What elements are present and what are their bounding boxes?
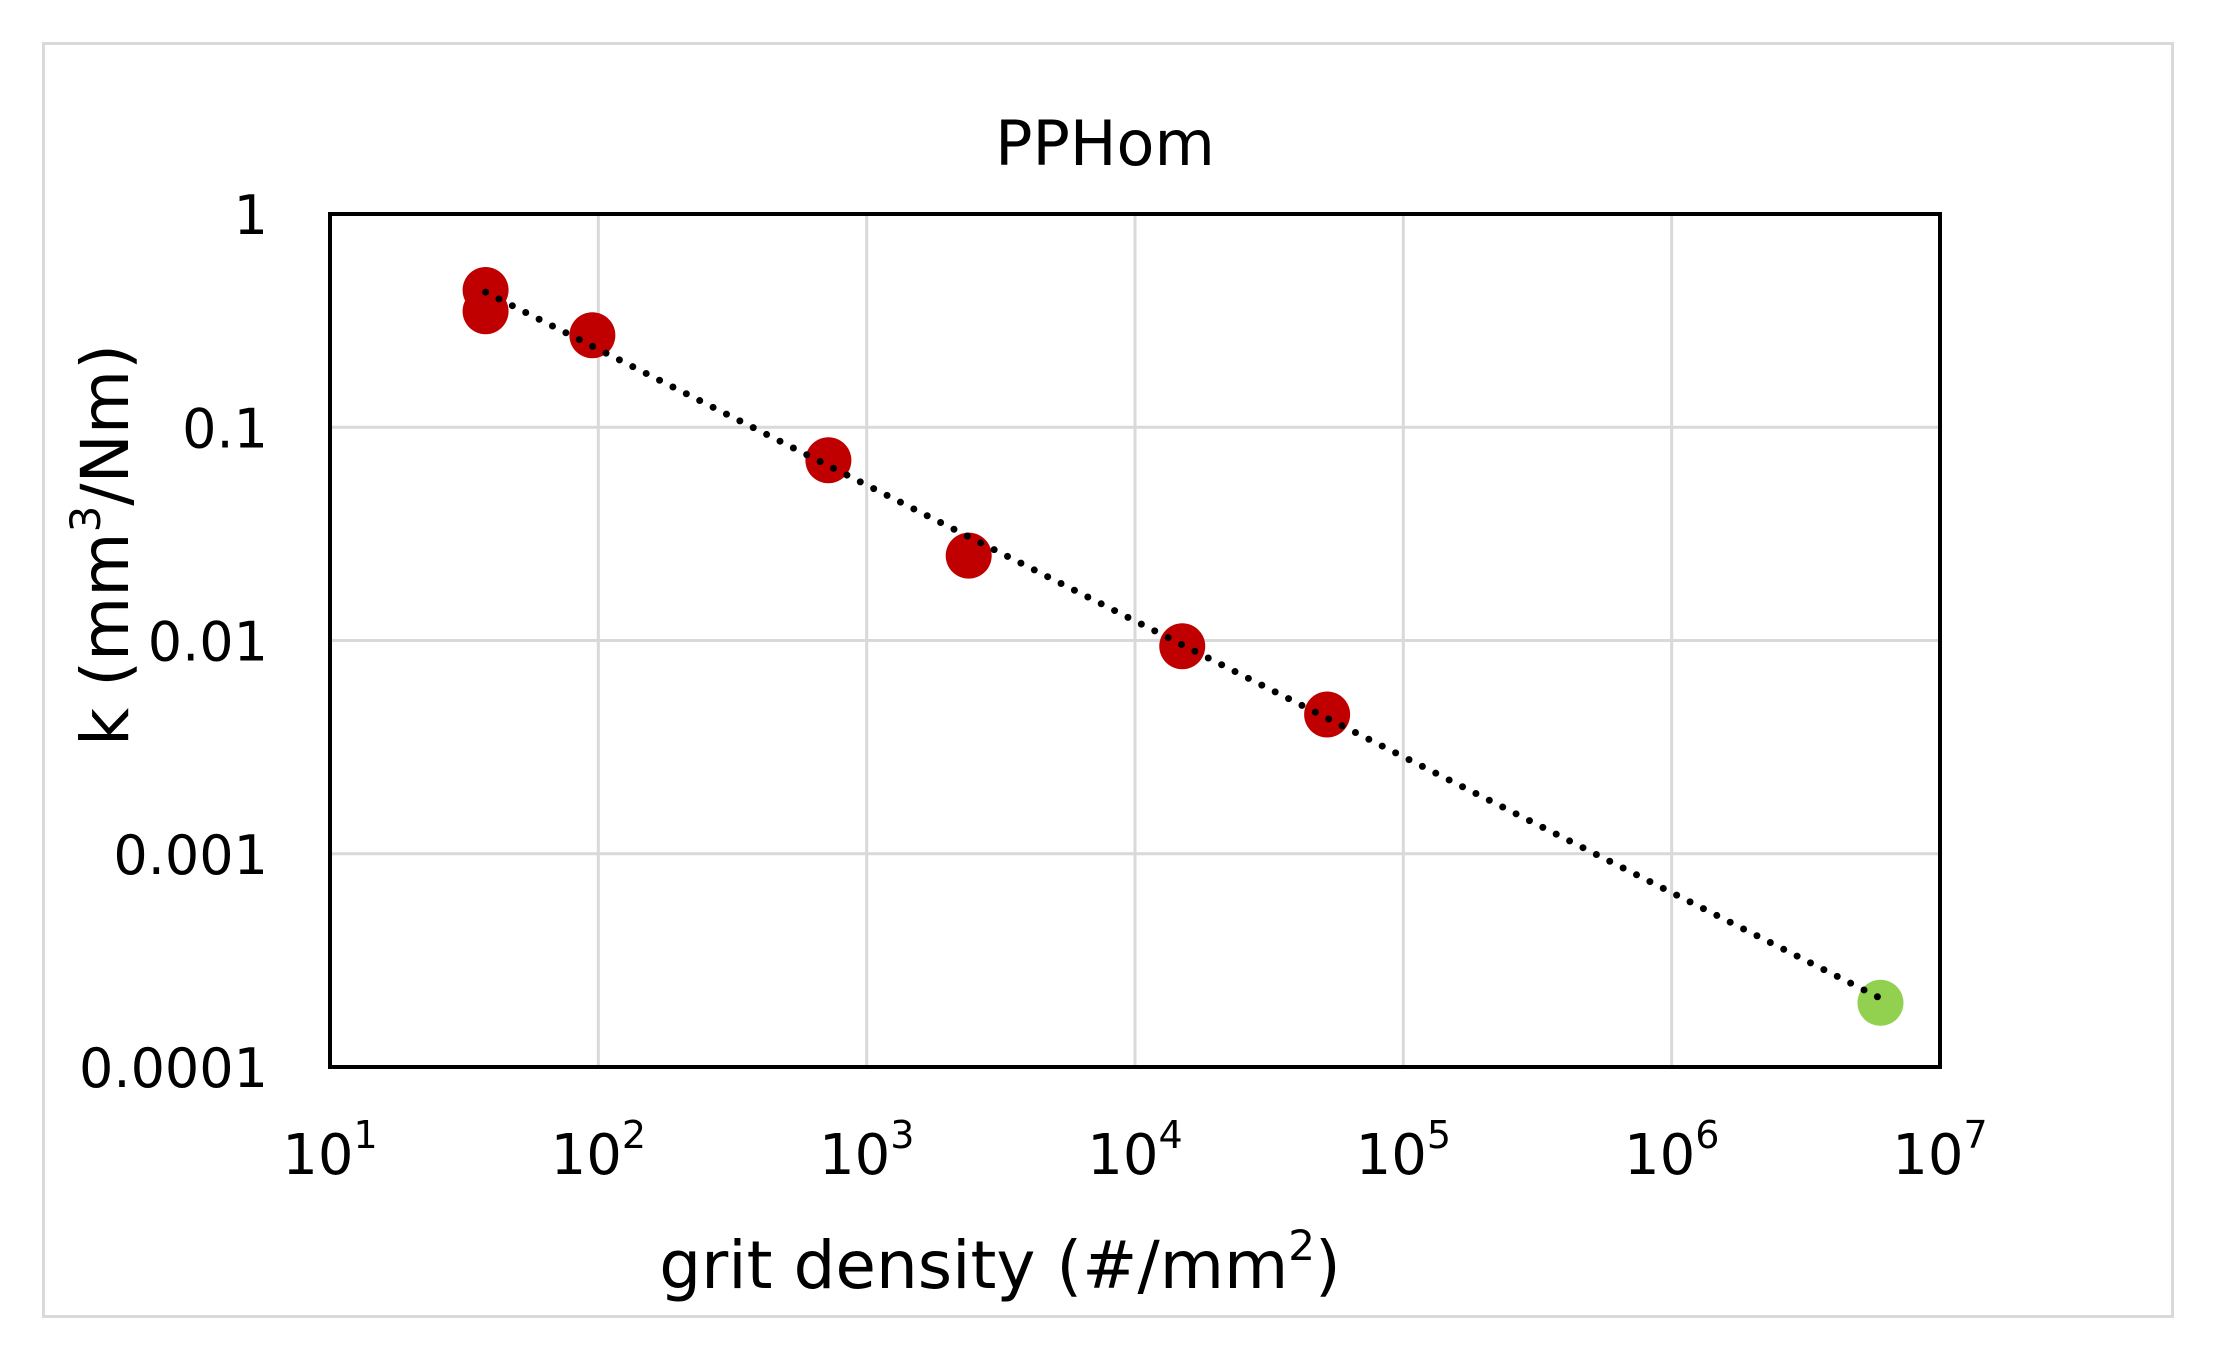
y-tick-label: 0.01: [148, 611, 268, 674]
y-tick-label: 0.0001: [79, 1037, 268, 1100]
x-tick-base: 10: [819, 1123, 890, 1188]
x-tick-label: 103: [819, 1113, 914, 1188]
chart-frame: [42, 42, 2174, 1318]
x-tick-label: 106: [1624, 1113, 1719, 1188]
data-point: [1304, 691, 1351, 738]
x-tick-labels: 101 102 103 104 105 106 107: [282, 1113, 1987, 1188]
x-tick-label: 104: [1087, 1113, 1182, 1188]
x-tick-exponent: 6: [1695, 1113, 1719, 1157]
x-tick-base: 10: [551, 1123, 622, 1188]
x-tick-exponent: 4: [1159, 1113, 1183, 1157]
x-tick-base: 10: [1624, 1123, 1695, 1188]
chart-title: PPHom: [995, 107, 1215, 180]
x-axis-title-end: ): [1315, 1227, 1341, 1304]
data-point: [1857, 979, 1904, 1026]
y-tick-label: 0.1: [182, 397, 268, 460]
y-axis-title: k (mm3/Nm): [61, 344, 144, 746]
y-axis-title-end: /Nm): [67, 344, 144, 506]
y-tick-labels: 1 0.1 0.01 0.001 0.0001: [79, 184, 268, 1100]
x-tick-exponent: 7: [1964, 1113, 1988, 1157]
y-axis-title-main: k (mm: [67, 532, 144, 746]
x-tick-base: 10: [1892, 1123, 1963, 1188]
y-axis-title-sup: 3: [61, 506, 110, 533]
x-tick-label: 102: [551, 1113, 646, 1188]
x-tick-exponent: 2: [622, 1113, 646, 1157]
trendline: [482, 288, 1884, 1002]
y-tick-label: 0.001: [113, 824, 268, 887]
x-tick-exponent: 5: [1427, 1113, 1451, 1157]
x-tick-exponent: 3: [890, 1113, 914, 1157]
x-tick-base: 10: [1087, 1123, 1158, 1188]
x-axis-title: grit density (#/mm2): [659, 1221, 1341, 1304]
plot-area-border: [328, 212, 1942, 1069]
data-point: [945, 532, 992, 579]
data-point: [569, 312, 616, 359]
x-axis-title-main: grit density (#/mm: [659, 1227, 1288, 1304]
x-tick-exponent: 1: [354, 1113, 378, 1157]
x-axis-title-sup: 2: [1288, 1221, 1315, 1270]
x-tick-label: 105: [1356, 1113, 1451, 1188]
x-tick-base: 10: [1356, 1123, 1427, 1188]
trendline-layer: [482, 288, 1884, 1002]
x-tick-base: 10: [282, 1123, 353, 1188]
x-tick-label: 107: [1892, 1113, 1987, 1188]
y-tick-label: 1: [234, 184, 268, 247]
data-point: [805, 437, 852, 484]
x-tick-label: 101: [282, 1113, 377, 1188]
